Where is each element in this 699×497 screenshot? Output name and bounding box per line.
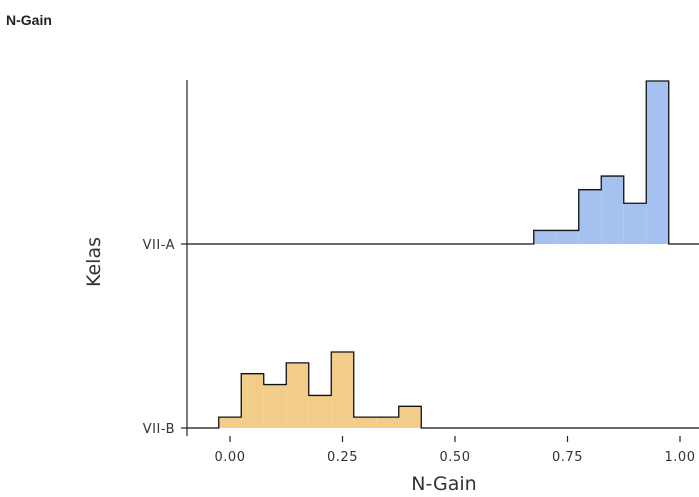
histogram-bar-vii-b bbox=[263, 384, 287, 428]
histogram-bar-vii-a bbox=[533, 230, 557, 244]
histogram-bar-vii-a bbox=[556, 230, 579, 244]
histogram-bar-vii-a bbox=[601, 176, 624, 244]
y-tick-label: VII-A bbox=[143, 238, 175, 253]
y-tick-label: VII-B bbox=[143, 422, 175, 437]
x-tick-label: 1.00 bbox=[665, 450, 696, 465]
y-axis-title: Kelas bbox=[83, 237, 105, 287]
histogram-bar-vii-b bbox=[308, 395, 332, 428]
histogram-bar-vii-b bbox=[353, 417, 377, 428]
histogram-bar-vii-b bbox=[218, 417, 242, 428]
histogram-bar-vii-b bbox=[376, 417, 399, 428]
x-axis-title: N-Gain bbox=[411, 473, 476, 495]
histogram-bar-vii-b bbox=[398, 406, 422, 428]
x-tick-label: 0.25 bbox=[327, 450, 358, 465]
histogram-bar-vii-a bbox=[578, 189, 602, 244]
histogram-bar-vii-a bbox=[623, 203, 647, 244]
histogram-bar-vii-b bbox=[241, 373, 264, 428]
histogram-bar-vii-b bbox=[286, 362, 309, 428]
chart-title: N-Gain bbox=[6, 12, 52, 28]
histogram-bar-vii-b bbox=[331, 352, 354, 428]
x-tick-label: 0.50 bbox=[440, 450, 471, 465]
histogram-bar-vii-a bbox=[646, 81, 669, 244]
x-tick-label: 0.75 bbox=[552, 450, 583, 465]
histogram-outline-vii-a bbox=[187, 80, 699, 245]
x-tick-label: 0.00 bbox=[215, 450, 246, 465]
histogram-outline-vii-b bbox=[187, 351, 699, 429]
